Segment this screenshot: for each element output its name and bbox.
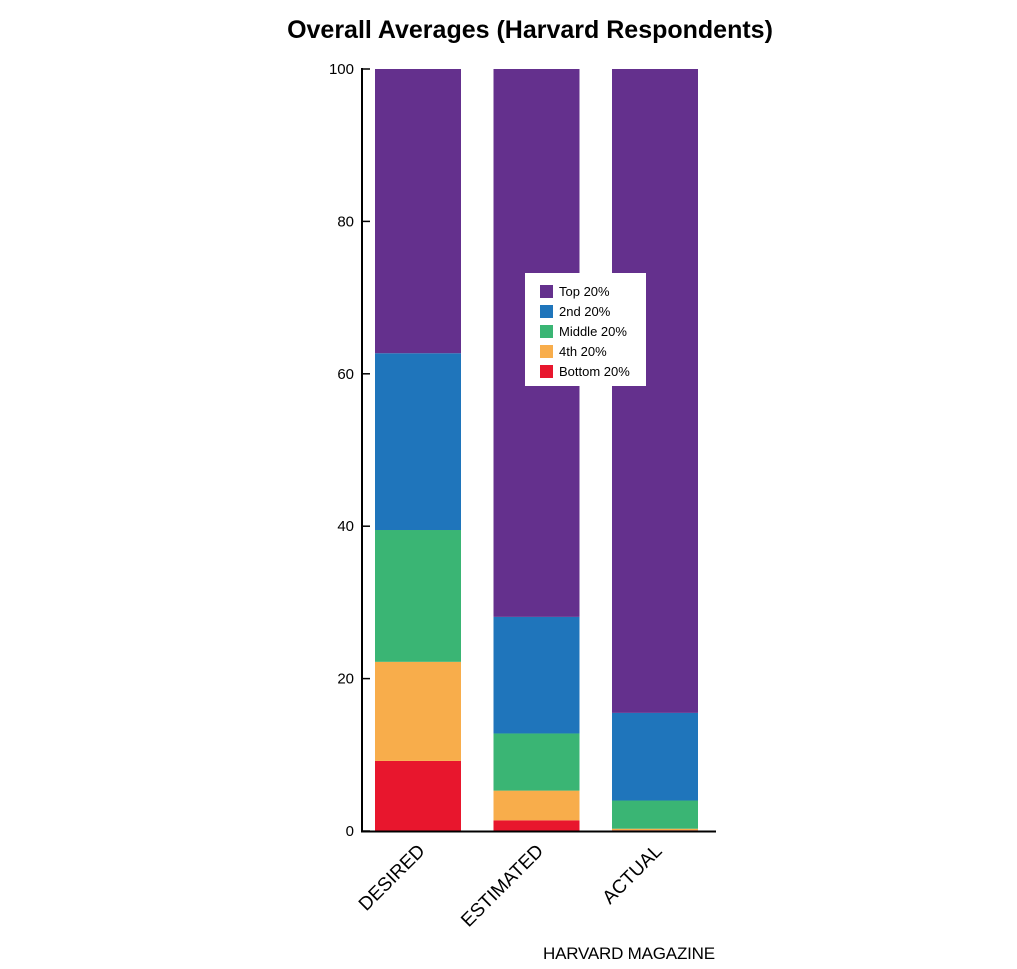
bar-actual-top-20pct bbox=[612, 69, 698, 713]
category-labels-group: DESIRED ESTIMATED ACTUAL bbox=[355, 841, 667, 932]
legend: Top 20% 2nd 20% Middle 20% 4th 20% Bottom 20… bbox=[525, 273, 646, 386]
bar-desired-4th-20pct bbox=[375, 661, 461, 761]
legend-swatch-2nd-20pct bbox=[540, 305, 553, 318]
bar-desired-2nd-20pct bbox=[375, 353, 461, 531]
publisher-credit: HARVARD MAGAZINE bbox=[543, 944, 715, 963]
legend-swatch-middle-20pct bbox=[540, 325, 553, 338]
axes-group bbox=[361, 68, 716, 833]
category-label-desired: DESIRED bbox=[355, 841, 430, 916]
bar-desired-middle-20pct bbox=[375, 530, 461, 662]
legend-label-4th-20pct: 4th 20% bbox=[559, 344, 607, 359]
bar-estimated-4th-20pct bbox=[493, 790, 580, 821]
legend-label-2nd-20pct: 2nd 20% bbox=[559, 304, 611, 319]
bar-desired-bottom-20pct bbox=[375, 760, 461, 831]
y-tick-label-100: 100 bbox=[329, 61, 354, 78]
legend-swatch-bottom-20pct bbox=[540, 365, 553, 378]
y-ticks-group: 0 20 40 60 80 100 bbox=[329, 61, 370, 840]
legend-label-top-20pct: Top 20% bbox=[559, 284, 610, 299]
category-label-actual: ACTUAL bbox=[599, 841, 667, 909]
bars-group bbox=[375, 69, 698, 831]
chart-title: Overall Averages (Harvard Respondents) bbox=[287, 16, 773, 44]
bar-estimated-2nd-20pct bbox=[493, 616, 580, 734]
bar-actual-4th-20pct bbox=[612, 828, 698, 831]
legend-swatch-4th-20pct bbox=[540, 345, 553, 358]
y-tick-label-80: 80 bbox=[337, 213, 354, 230]
category-label-estimated: ESTIMATED bbox=[457, 841, 548, 932]
bar-desired-top-20pct bbox=[375, 69, 461, 354]
y-tick-label-0: 0 bbox=[346, 823, 354, 840]
legend-label-middle-20pct: Middle 20% bbox=[559, 324, 627, 339]
bar-actual-2nd-20pct bbox=[612, 712, 698, 801]
legend-label-bottom-20pct: Bottom 20% bbox=[559, 364, 630, 379]
y-tick-label-60: 60 bbox=[337, 366, 354, 383]
y-tick-label-40: 40 bbox=[337, 518, 354, 535]
bar-estimated-bottom-20pct bbox=[493, 820, 580, 831]
bar-estimated-middle-20pct bbox=[493, 733, 580, 791]
legend-swatch-top-20pct bbox=[540, 285, 553, 298]
bar-actual-middle-20pct bbox=[612, 800, 698, 829]
y-tick-label-20: 20 bbox=[337, 671, 354, 688]
